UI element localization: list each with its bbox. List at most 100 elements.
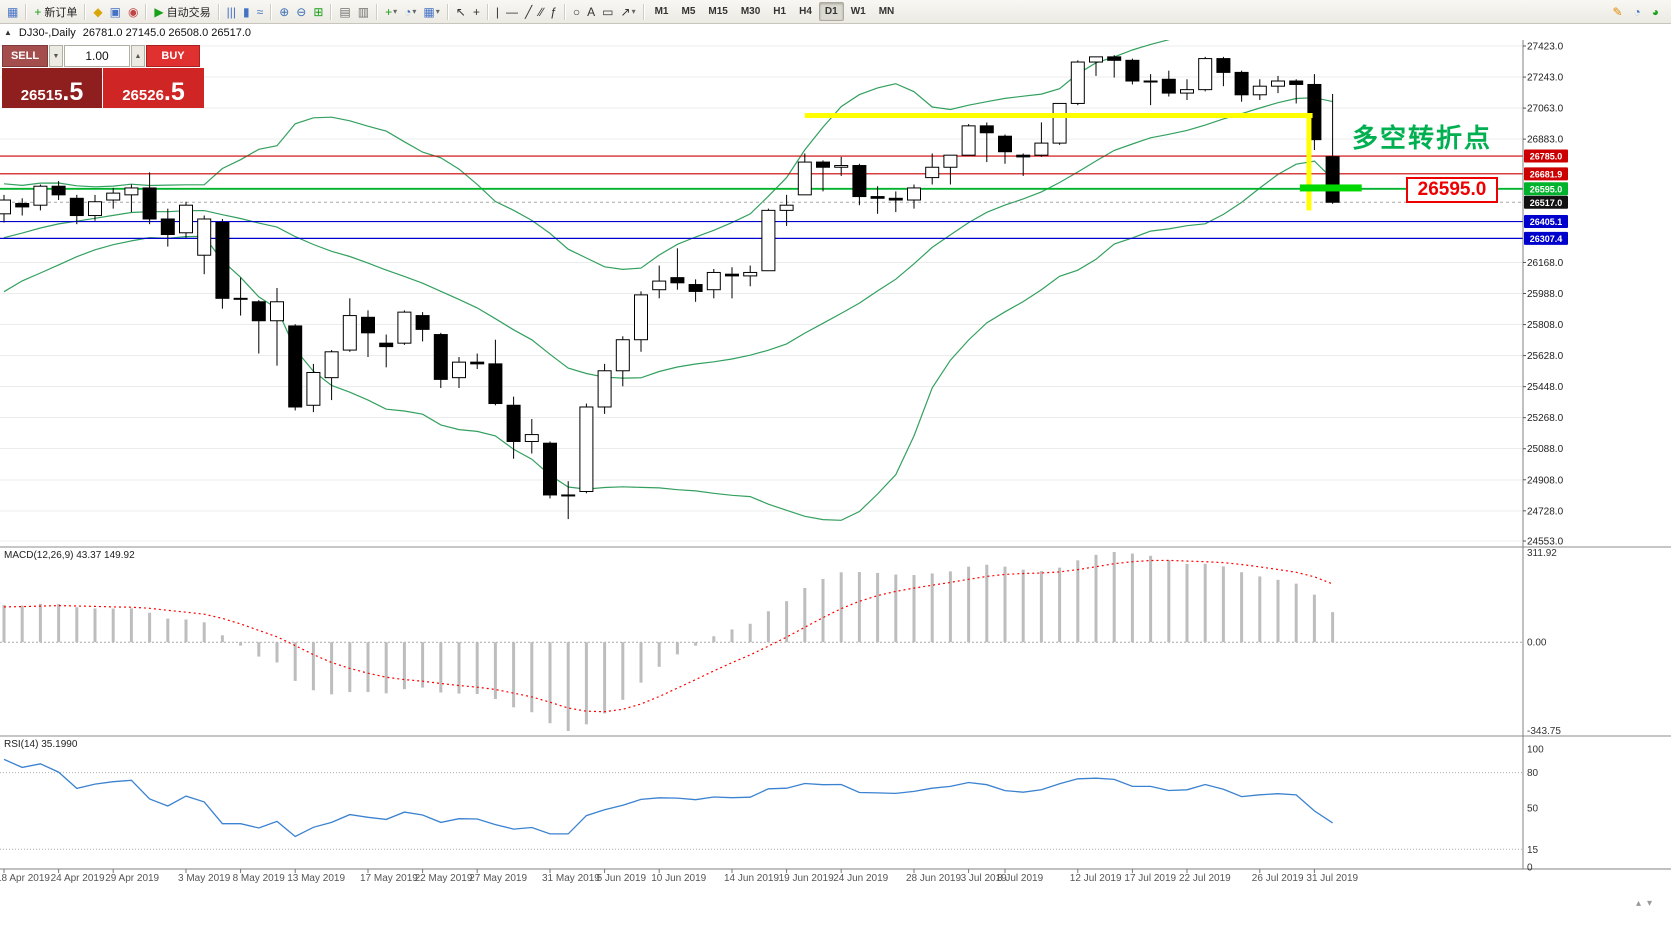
bid-price-button[interactable]: 26515.5 <box>2 68 102 108</box>
cursor-button[interactable]: ↖ <box>453 2 469 22</box>
toolbar-separator <box>642 3 645 20</box>
svg-text:28 Jun 2019: 28 Jun 2019 <box>906 873 961 884</box>
toolbar-separator <box>270 3 273 20</box>
text-label-icon: ▭ <box>602 4 614 19</box>
chart-bars-button[interactable]: ||| <box>224 2 239 22</box>
chart-drawings <box>804 113 1362 211</box>
timeframe-m5-button[interactable]: M5 <box>681 6 696 17</box>
bid-price-main: 26515 <box>20 87 63 104</box>
edit-pencil-button[interactable]: ✎ <box>1609 2 1625 22</box>
periods-button[interactable]: ◔ ▾ <box>401 2 419 22</box>
chart-canvas[interactable]: 27423.0 27243.0 27063.0 26883.0 26168.0 25988… <box>0 40 1671 947</box>
yellow-resistance-line[interactable] <box>804 113 1313 119</box>
chart-candles-icon: ▮ <box>243 4 250 19</box>
buy-button[interactable]: BUY <box>146 45 200 67</box>
volume-increase-button[interactable]: ▲ <box>131 45 145 67</box>
timeframe-w1-button[interactable]: W1 <box>850 6 866 17</box>
vertical-line-icon: | <box>495 4 499 19</box>
volume-decrease-button[interactable]: ▼ <box>49 45 63 67</box>
axis-frame <box>0 40 1671 870</box>
vertical-line-button[interactable]: | <box>493 2 502 22</box>
price-axis-labels: 27423.0 27243.0 27063.0 26883.0 26168.0 25988… <box>1523 42 1564 548</box>
svg-text:0.00: 0.00 <box>1527 638 1547 649</box>
status-2-icon: ◕ <box>1651 4 1659 19</box>
navigator-button[interactable]: ◆ <box>90 2 105 22</box>
svg-text:50: 50 <box>1527 804 1539 815</box>
svg-text:80: 80 <box>1527 768 1539 779</box>
green-support-segment[interactable] <box>1299 184 1362 192</box>
auto-trading-button[interactable]: ▶ 自动交易 <box>151 2 213 22</box>
new-order-icon: + <box>34 4 42 19</box>
svg-text:17 May 2019: 17 May 2019 <box>360 873 418 884</box>
yellow-breakdown-line[interactable] <box>1306 115 1312 211</box>
text-icon: A <box>587 4 596 19</box>
timeframe-mn-button[interactable]: MN <box>878 6 895 17</box>
svg-text:3 Jul 2019: 3 Jul 2019 <box>961 873 1008 884</box>
svg-text:15: 15 <box>1527 845 1539 856</box>
svg-text:13 May 2019: 13 May 2019 <box>287 873 345 884</box>
timeframe-m15-button[interactable]: M15 <box>708 6 728 17</box>
terminal-button[interactable]: ▣ <box>107 2 124 22</box>
new-chart-button[interactable]: ▦ <box>4 2 21 22</box>
one-click-collapse-icon[interactable]: ▲ <box>4 28 12 37</box>
sell-button[interactable]: SELL <box>2 45 48 67</box>
status-2-button[interactable]: ◕ <box>1649 2 1662 22</box>
svg-text:5 Jun 2019: 5 Jun 2019 <box>597 873 647 884</box>
svg-text:22 Jul 2019: 22 Jul 2019 <box>1179 873 1231 884</box>
key-level-price-box[interactable]: 26595.0 <box>1406 177 1498 203</box>
new-order-button[interactable]: + 新订单 <box>31 2 80 22</box>
chart-header: ▲ DJ30-,Daily 26781.0 27145.0 26508.0 26… <box>0 24 1671 41</box>
chevron-down-icon: ▾ <box>435 7 440 16</box>
horizontal-line-button[interactable]: — <box>503 2 521 22</box>
arrows-button[interactable]: ↗ ▾ <box>618 2 639 22</box>
svg-text:25448.0: 25448.0 <box>1527 382 1564 393</box>
add-indicator-button[interactable]: + ▾ <box>382 2 400 22</box>
objects-list-button[interactable]: ▥ <box>355 2 372 22</box>
macd-histogram <box>2 552 1335 731</box>
scroll-down-icon[interactable]: ▾ <box>1647 898 1653 909</box>
status-1-button[interactable]: ◔ <box>1631 2 1644 22</box>
tile-windows-button[interactable]: ⊞ <box>310 2 326 22</box>
timeframe-m1-button[interactable]: M1 <box>654 6 669 17</box>
toolbar-separator <box>376 3 379 20</box>
svg-text:14 Jun 2019: 14 Jun 2019 <box>724 873 779 884</box>
zoom-out-button[interactable]: ⊖ <box>293 2 309 22</box>
text-button[interactable]: A <box>584 2 598 22</box>
chart-candles-button[interactable]: ▮ <box>240 2 253 22</box>
svg-text:12 Jul 2019: 12 Jul 2019 <box>1070 873 1122 884</box>
svg-text:-343.75: -343.75 <box>1527 726 1561 737</box>
timeframe-h4-button[interactable]: H4 <box>799 6 812 17</box>
community-button[interactable]: ◉ <box>125 2 141 22</box>
shapes-button[interactable]: ○ <box>570 2 583 22</box>
scroll-up-icon[interactable]: ▴ <box>1636 898 1642 909</box>
new-order-label: 新订单 <box>44 6 78 19</box>
community-icon: ◉ <box>127 4 139 19</box>
crosshair-button[interactable]: + <box>470 2 483 22</box>
volume-input[interactable] <box>64 45 130 67</box>
edit-pencil-icon: ✎ <box>1612 4 1623 19</box>
chart-bars-icon: ||| <box>226 4 237 19</box>
bid-price-fraction: .5 <box>62 77 84 106</box>
chart-line-icon: ≈ <box>256 4 264 19</box>
svg-text:24 Jun 2019: 24 Jun 2019 <box>833 873 888 884</box>
zoom-in-button[interactable]: ⊕ <box>276 2 292 22</box>
text-label-button[interactable]: ▭ <box>599 2 616 22</box>
turning-point-annotation[interactable]: 多空转折点 <box>1352 123 1493 153</box>
ask-price-button[interactable]: 26526.5 <box>103 68 204 108</box>
svg-text:27063.0: 27063.0 <box>1527 104 1564 115</box>
fibonacci-button[interactable]: ƒ <box>547 2 560 22</box>
channel-button[interactable]: ∕∕ <box>536 2 546 22</box>
svg-text:8 May 2019: 8 May 2019 <box>233 873 286 884</box>
timeframe-h1-button[interactable]: H1 <box>773 6 787 17</box>
svg-text:27243.0: 27243.0 <box>1527 73 1564 84</box>
timeframe-d1-button[interactable]: D1 <box>818 2 844 21</box>
chart-line-button[interactable]: ≈ <box>254 2 267 22</box>
indicators-button[interactable]: ▤ <box>336 2 353 22</box>
svg-text:26785.0: 26785.0 <box>1530 152 1563 162</box>
templates-button[interactable]: ▦ ▾ <box>420 2 442 22</box>
timeframe-m30-button[interactable]: M30 <box>740 6 761 17</box>
svg-text:26595.0: 26595.0 <box>1530 184 1563 194</box>
toolbar-separator <box>84 3 87 20</box>
trend-line-button[interactable]: ╱ <box>522 2 535 22</box>
date-axis-labels[interactable]: 18 Apr 2019 24 Apr 2019 29 Apr 2019 3 May 2… <box>0 869 1359 884</box>
